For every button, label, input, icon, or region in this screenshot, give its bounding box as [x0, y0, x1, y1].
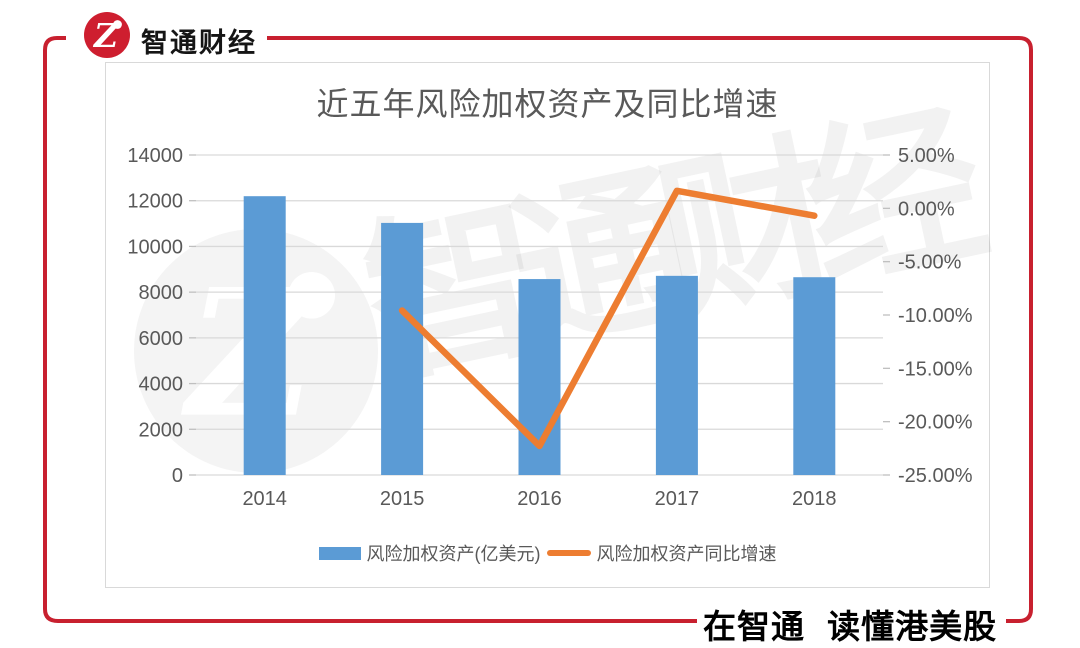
svg-text:Z: Z: [92, 16, 120, 55]
bar-series-label: 风险加权资产(亿美元): [366, 544, 541, 564]
left-axis-tick-label: 12000: [127, 191, 183, 213]
brand-name: 智通财经: [141, 28, 257, 58]
left-axis-tick-label: 2000: [139, 419, 184, 441]
chart-plot: 0 2000 4000 6000 8000 10000 12000 14000 5.00% 0.0…: [127, 145, 973, 510]
x-axis-label-2018: 2018: [792, 488, 837, 510]
bar-2018: [793, 277, 836, 475]
left-axis-tick-label: 14000: [127, 145, 183, 167]
left-axis-tick-label: 0: [172, 465, 183, 487]
zhitong-logo-icon: Z: [84, 12, 130, 58]
left-axis-tick-label: 6000: [139, 328, 184, 350]
bar-2017: [655, 275, 698, 475]
bar-2014: [243, 196, 286, 475]
right-axis-tick-label: -20.00%: [898, 412, 973, 434]
x-axis-label-2014: 2014: [242, 488, 287, 510]
bar-2015: [381, 222, 424, 475]
line-series-swatch-icon: [546, 550, 591, 556]
growth-line: [398, 187, 818, 450]
right-axis-tick-label: -15.00%: [898, 358, 973, 380]
right-axis-tick-label: -25.00%: [898, 465, 973, 487]
right-axis-tick-label: -10.00%: [898, 305, 973, 327]
bar-series-swatch-icon: [318, 546, 361, 560]
x-axis-label-2015: 2015: [380, 488, 425, 510]
x-axis-label-2016: 2016: [517, 488, 562, 510]
line-series-label: 风险加权资产同比增速: [596, 544, 777, 564]
right-axis-tick-label: 0.00%: [898, 198, 955, 220]
left-axis-tick-label: 8000: [139, 282, 184, 304]
x-axis-label-2017: 2017: [655, 488, 700, 510]
right-axis-tick-label: 5.00%: [898, 145, 955, 167]
right-axis-tick-label: -5.00%: [898, 252, 962, 274]
left-axis-tick-label: 10000: [127, 236, 183, 258]
left-axis-tick-label: 4000: [139, 374, 184, 396]
footer-slogan: 在智通 读懂港美股: [703, 608, 998, 645]
chart-title: 近五年风险加权资产及同比增速: [316, 86, 779, 122]
chart-card: Z 智通财经 近五年风险加权资产及同比增速 020004000600080001…: [105, 62, 990, 588]
chart-legend: 风险加权资产(亿美元) 风险加权资产同比增速: [106, 540, 989, 566]
